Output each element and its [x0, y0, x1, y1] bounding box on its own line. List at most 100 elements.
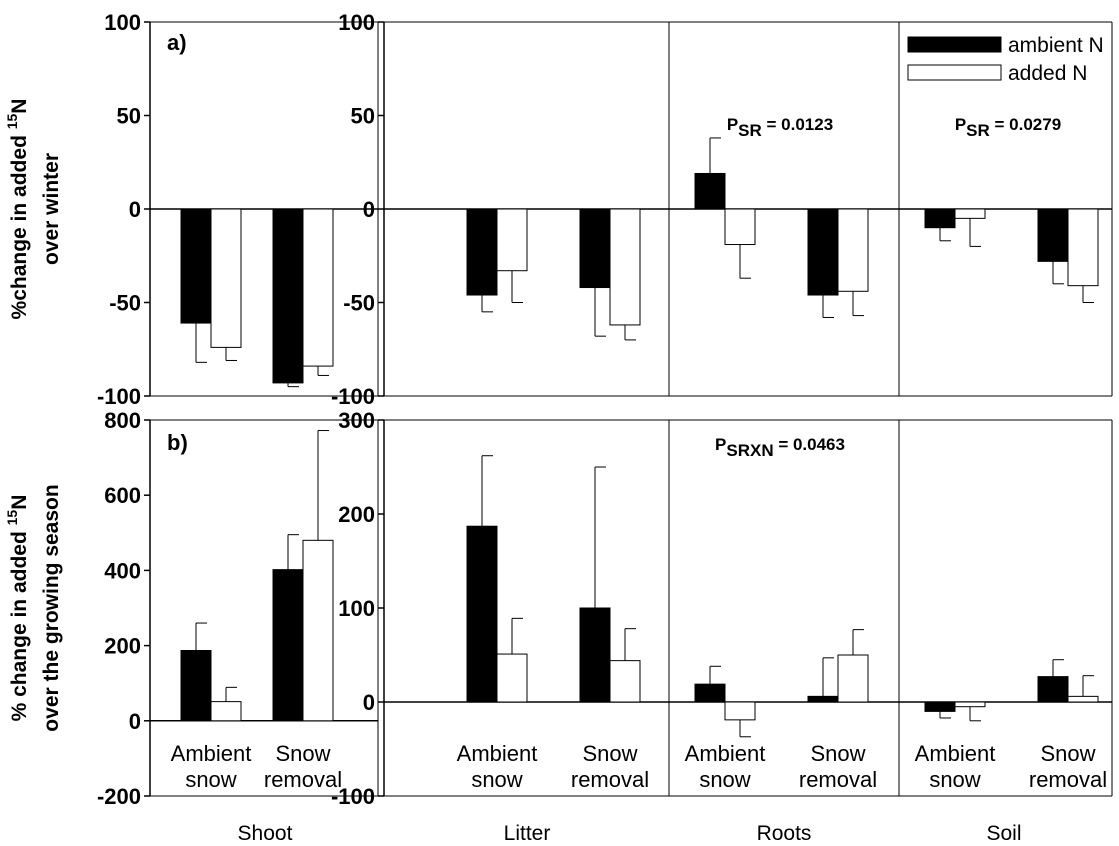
p-value-subscript: SR [966, 121, 990, 140]
compartment-label-litter: Litter [504, 822, 551, 845]
y-axis-label: %change in added 15N [4, 99, 31, 320]
legend-label: ambient N [1008, 34, 1104, 57]
x-category-label: removal [799, 767, 877, 792]
y-tick-label: 300 [338, 408, 375, 433]
y-tick-label: 200 [104, 634, 141, 659]
p-value-main: P [955, 115, 966, 134]
compartment-label-soil: Soil [986, 822, 1021, 845]
x-category-label: snow [185, 767, 236, 792]
y-axis-label-superscript: 15 [4, 510, 20, 526]
bar-roots-added-n [724, 208, 756, 246]
legend-swatch-ambient-n [907, 36, 1002, 53]
y-tick-label: 600 [104, 483, 141, 508]
x-category-label: snow [699, 767, 750, 792]
bar-soil-added-n [954, 701, 986, 708]
y-axis-label: % change in added 15N [4, 495, 31, 722]
y-tick-label: -100 [331, 784, 375, 809]
bar-shoot-ambient-n [180, 208, 212, 324]
bar-roots-ambient-n [807, 208, 839, 296]
bar-shoot-ambient-n [272, 569, 304, 722]
p-value-main: P [715, 435, 726, 454]
bar-roots-added-n [724, 701, 756, 721]
x-category-label: snow [929, 767, 980, 792]
x-category-label: Snow [582, 741, 637, 766]
y-tick-label: 200 [338, 502, 375, 527]
bar-shoot-added-n [210, 208, 242, 348]
bar-soil-ambient-n [924, 701, 956, 712]
y-axis-label-part: %change in added [8, 129, 31, 319]
x-category-label: snow [471, 767, 522, 792]
y-tick-label: 800 [104, 408, 141, 433]
x-category-label: removal [1029, 767, 1107, 792]
bar-roots-added-n [837, 654, 869, 703]
y-tick-label: -50 [109, 291, 141, 316]
p-value-annotation: PSR = 0.0123 [727, 115, 833, 140]
y-tick-label: -100 [331, 384, 375, 409]
y-tick-label: 0 [129, 709, 141, 734]
legend-label: added N [1008, 62, 1087, 85]
y-tick-label: 50 [117, 104, 141, 129]
y-tick-label: 100 [338, 596, 375, 621]
compartment-label-roots: Roots [757, 822, 812, 845]
panel-label: b) [167, 430, 188, 455]
p-value-text: = 0.0463 [774, 435, 845, 454]
compartment-label-shoot: Shoot [238, 822, 293, 845]
bar-soil-ambient-n [924, 208, 956, 229]
bar-shoot-added-n [210, 701, 242, 722]
bar-shoot-added-n [302, 539, 334, 722]
y-axis-label: over winter [40, 153, 63, 265]
y-tick-label: 100 [104, 10, 141, 35]
p-value-text: = 0.0279 [990, 115, 1061, 134]
bar-soil-ambient-n [1037, 208, 1069, 262]
y-axis-label: over the growing season [40, 484, 63, 731]
y-axis-label-part: % change in added [8, 525, 31, 721]
p-value-subscript: SRXN [726, 441, 773, 460]
y-tick-label: 50 [351, 104, 375, 129]
y-tick-label: 0 [129, 197, 141, 222]
bar-soil-added-n [954, 208, 986, 219]
bar-soil-added-n [1067, 208, 1099, 287]
x-category-label: Snow [810, 741, 865, 766]
bar-litter-ambient-n [466, 525, 498, 703]
bar-shoot-ambient-n [272, 208, 304, 384]
bar-roots-added-n [837, 208, 869, 292]
bar-litter-added-n [609, 660, 641, 703]
p-value-main: P [727, 115, 738, 134]
y-tick-label: -100 [97, 384, 141, 409]
bar-litter-added-n [496, 653, 528, 703]
bar-shoot-added-n [302, 208, 334, 367]
bar-litter-ambient-n [466, 208, 498, 296]
bar-roots-ambient-n [694, 172, 726, 210]
bar-roots-ambient-n [807, 695, 839, 703]
bar-roots-ambient-n [694, 683, 726, 703]
y-tick-label: -200 [97, 784, 141, 809]
p-value-text: = 0.0123 [762, 115, 833, 134]
y-axis-label-part: N [8, 495, 31, 510]
panel-b: 800 600 400 200 0 -200 300 200 100 0 -100 b) % chang… [4, 408, 1113, 845]
p-value-subscript: SR [738, 121, 762, 140]
x-category-label: Snow [275, 741, 330, 766]
y-tick-label: -50 [343, 291, 375, 316]
legend-swatch-added-n [907, 64, 1002, 81]
x-category-label: removal [571, 767, 649, 792]
p-value-annotation: PSRXN = 0.0463 [715, 435, 845, 460]
y-axis-label-part: N [8, 99, 31, 114]
x-category-label: Ambient [915, 741, 996, 766]
x-category-label: removal [264, 767, 342, 792]
x-category-label: Ambient [457, 741, 538, 766]
x-category-label: Snow [1040, 741, 1095, 766]
p-value-annotation: PSR = 0.0279 [955, 115, 1061, 140]
x-category-label: Ambient [171, 741, 252, 766]
bar-litter-ambient-n [579, 208, 611, 289]
y-tick-label: 0 [363, 690, 375, 715]
y-tick-label: 100 [338, 10, 375, 35]
y-axis-label-superscript: 15 [4, 113, 20, 129]
x-category-label: Ambient [685, 741, 766, 766]
y-tick-label: 400 [104, 558, 141, 583]
bar-shoot-ambient-n [180, 649, 212, 722]
legend: ambient N added N [907, 34, 1104, 85]
bar-litter-added-n [496, 208, 528, 272]
bar-litter-added-n [609, 208, 641, 326]
